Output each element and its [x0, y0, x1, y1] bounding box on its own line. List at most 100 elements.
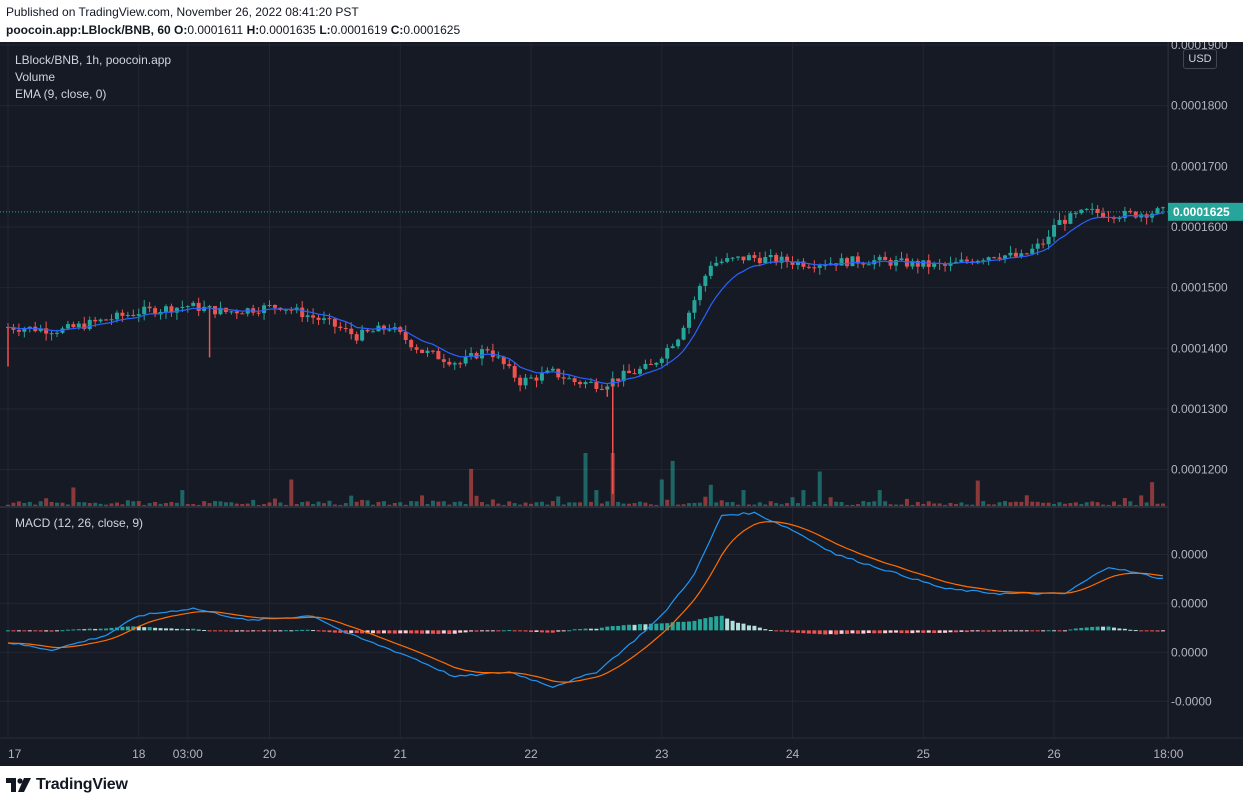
macd-histogram-bar	[202, 630, 207, 632]
macd-histogram-bar	[381, 630, 386, 634]
macd-histogram-bar	[447, 630, 452, 635]
candle-body	[479, 349, 484, 359]
volume-bar	[1111, 501, 1116, 506]
volume-bar	[572, 502, 577, 506]
candle-body	[752, 255, 757, 258]
volume-bar	[321, 503, 326, 506]
macd-histogram-bar	[774, 630, 779, 632]
macd-histogram-bar	[872, 630, 877, 634]
candle-body	[16, 329, 21, 332]
volume-bar	[240, 503, 245, 506]
volume-bar	[1095, 502, 1100, 506]
macd-histogram-bar	[899, 630, 904, 634]
chart-area[interactable]: 0.0001900 0.0001800 0.0001700 0.0001600 0.00…	[0, 42, 1243, 766]
macd-histogram-bar	[485, 630, 490, 632]
macd-histogram-bar	[588, 628, 593, 631]
macd-histogram-bar	[44, 630, 49, 632]
volume-bar	[1052, 503, 1057, 506]
candle-body	[1013, 252, 1018, 257]
macd-histogram-bar	[970, 630, 975, 632]
macd-histogram-bar	[234, 630, 239, 632]
candle-body	[403, 331, 408, 341]
volume-bar	[392, 502, 397, 506]
candle-body	[1161, 207, 1165, 209]
volume-bar	[409, 501, 414, 506]
volume-bar	[1155, 503, 1160, 506]
macd-histogram-bar	[746, 625, 751, 631]
volume-bar	[545, 504, 550, 506]
macd-histogram-bar	[11, 630, 16, 632]
macd-histogram-bar	[730, 620, 735, 631]
volume-bar	[828, 497, 833, 506]
macd-histogram-bar	[1084, 627, 1089, 631]
candle-body	[425, 350, 430, 353]
macd-histogram-bar	[436, 630, 441, 634]
candle-body	[213, 306, 218, 315]
macd-histogram-bar	[490, 630, 495, 632]
signal-line	[7, 520, 1164, 683]
macd-histogram-bar	[937, 630, 942, 633]
macd-histogram-bar	[964, 630, 969, 633]
macd-histogram-bar	[529, 630, 534, 633]
price-chart[interactable]: 0.00019000.00018000.00017000.00016000.00…	[0, 42, 1243, 766]
volume-bar	[11, 502, 16, 506]
tradingview-logo[interactable]: TradingView	[6, 775, 128, 795]
macd-histogram-bar	[518, 630, 523, 632]
macd-histogram-bar	[605, 626, 610, 631]
price-tick-label: 0.0001600	[1171, 220, 1228, 234]
candle-body	[485, 349, 490, 351]
candle-body	[774, 255, 779, 263]
candle-body	[174, 307, 179, 313]
candle-body	[1008, 252, 1013, 256]
candle-body	[746, 255, 751, 261]
macd-histogram-bar	[1139, 630, 1144, 632]
currency-button[interactable]: USD	[1183, 49, 1217, 69]
volume-bar	[1024, 495, 1029, 506]
macd-histogram-bar	[948, 630, 953, 633]
volume-bar	[795, 503, 800, 506]
candle-body	[163, 306, 168, 312]
price-tick-label: 0.0001900	[1171, 42, 1228, 52]
volume-bar	[654, 504, 659, 506]
volume-bar	[131, 501, 136, 506]
macd-histogram-bar	[703, 618, 708, 631]
volume-bar	[27, 501, 32, 506]
volume-bar	[594, 490, 599, 506]
macd-histogram-bar	[300, 629, 305, 631]
candle-body	[578, 382, 583, 385]
macd-histogram-bar	[289, 630, 294, 632]
candle-body	[109, 319, 114, 321]
candle-body	[327, 318, 332, 320]
macd-histogram-bar	[806, 630, 811, 634]
candle-body	[725, 258, 730, 262]
candle-body	[812, 267, 817, 269]
volume-bar	[278, 502, 283, 506]
volume-bar	[49, 501, 54, 506]
volume-bar	[703, 496, 708, 506]
candle-body	[283, 309, 288, 311]
volume-bar	[567, 502, 572, 506]
candle-body	[888, 260, 893, 266]
candle-body	[850, 256, 855, 267]
candle-body	[1079, 209, 1084, 214]
macd-histogram-bar	[850, 630, 855, 634]
macd-histogram-bar	[992, 630, 997, 632]
candle-body	[621, 370, 626, 382]
candle-body	[534, 377, 539, 381]
volume-bar	[142, 504, 147, 506]
candle-body	[1046, 236, 1051, 245]
volume-bar	[371, 504, 376, 506]
volume-bar	[687, 503, 692, 506]
close-label: C:	[390, 23, 404, 37]
candle-body	[529, 377, 534, 379]
volume-bar	[436, 501, 441, 506]
macd-histogram-bar	[6, 630, 10, 632]
volume-bar	[349, 495, 354, 506]
candle-body	[463, 356, 468, 364]
volume-bar	[659, 479, 664, 506]
volume-bar	[33, 504, 38, 506]
candle-body	[637, 368, 642, 374]
ohlc-line: poocoin.app:LBlock/BNB, 60 O:0.0001611 H…	[6, 23, 460, 37]
macd-histogram-bar	[1150, 630, 1155, 632]
macd-histogram-bar	[1013, 630, 1018, 632]
